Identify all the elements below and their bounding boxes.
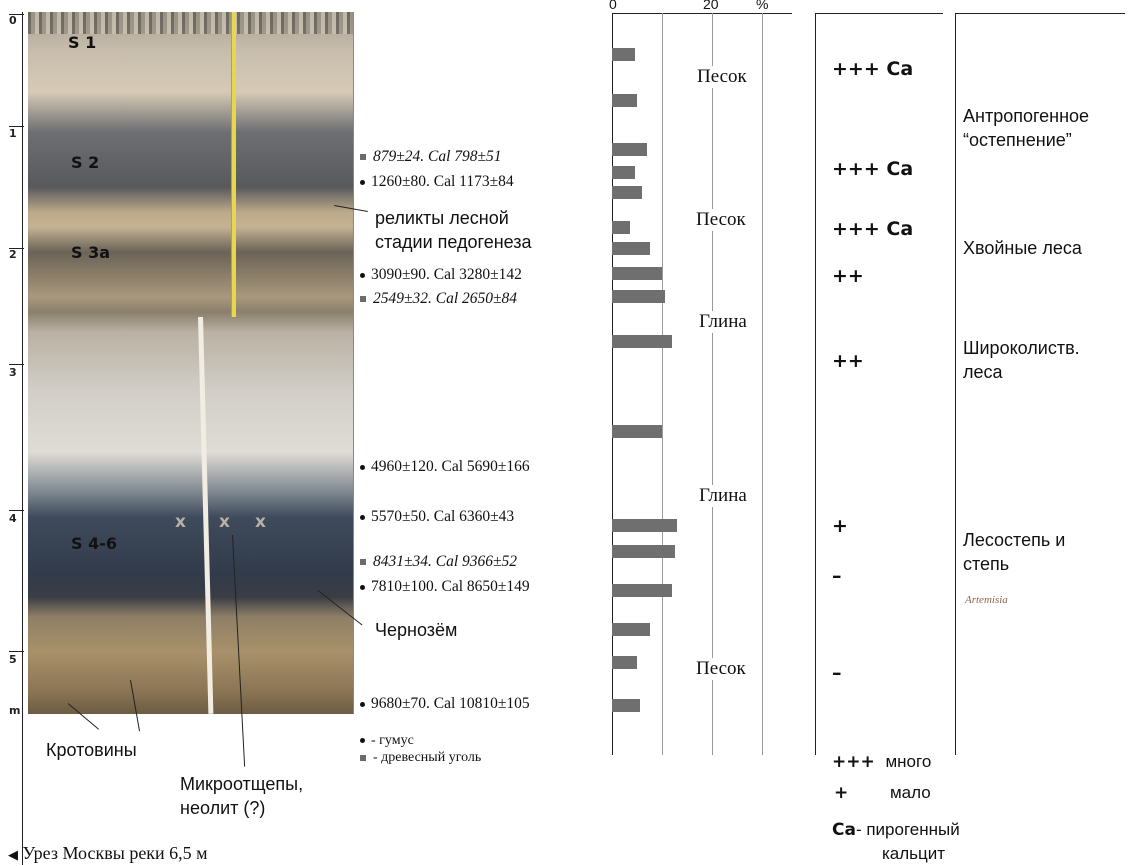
legend-calcite: Ca- пирогенный кальцит — [832, 820, 960, 863]
calcite-mark: +++ Ca — [832, 158, 914, 180]
texture-label-clay: Глина — [697, 485, 749, 507]
calcite-mark: + — [832, 515, 848, 537]
sample-x-mark: x — [175, 512, 186, 532]
depth-tick: 3 — [9, 366, 17, 379]
horizon-label-s2: S 2 — [71, 153, 100, 172]
microflakes-label: Микроотщепы, неолит (?) — [180, 774, 304, 818]
calcite-mark: ++ — [832, 265, 864, 287]
horizon-label-s4-6: S 4-6 — [71, 534, 117, 553]
calcite-mark: +++ Ca — [832, 218, 914, 240]
calcite-mark: – — [832, 662, 842, 684]
relict-annotation: реликты лесной стадии педогенеза — [375, 208, 532, 252]
legend-many: +++ много — [832, 752, 932, 772]
texture-bar — [612, 221, 630, 234]
axis-unit: % — [756, 0, 769, 12]
date-humus: 3090±90. Cal 3280±142 — [360, 266, 522, 284]
texture-label-sand: Песок — [695, 66, 749, 88]
depth-tick: 0 — [9, 14, 17, 27]
texture-bar — [612, 143, 647, 156]
texture-bar — [612, 584, 672, 597]
texture-bar — [612, 519, 677, 532]
date-humus: 4960±120. Cal 5690±166 — [360, 458, 530, 476]
date-humus: 5570±50. Cal 6360±43 — [360, 508, 514, 526]
vegetation-anthropogenic: Антропогенное “остепнение” — [963, 106, 1090, 150]
vegetation-coniferous: Хвойные леса — [963, 238, 1082, 258]
legend-few: + мало — [834, 783, 931, 803]
texture-bar — [612, 335, 672, 348]
date-charcoal: 8431±34. Cal 9366±52 — [360, 553, 517, 571]
date-charcoal: 879±24. Cal 798±51 — [360, 148, 502, 166]
date-humus: 7810±100. Cal 8650±149 — [360, 578, 530, 596]
texture-bar — [612, 699, 640, 712]
surface-vegetation — [28, 12, 353, 34]
texture-bar — [612, 94, 637, 107]
calcite-mark: ++ — [832, 350, 864, 372]
depth-axis: 0 1 2 3 4 5 m — [0, 0, 28, 865]
arrow-left-icon: ◀ — [8, 847, 18, 862]
texture-label-sand: Песок — [694, 209, 748, 231]
legend-humus: - гумус — [360, 733, 414, 749]
vegetation-broadleaf: Широколиств. леса — [963, 338, 1080, 382]
texture-bar — [612, 425, 662, 438]
texture-bar — [612, 545, 675, 558]
yellow-measuring-tape — [231, 12, 236, 317]
texture-bar — [612, 623, 650, 636]
white-measuring-rod — [198, 316, 214, 714]
sample-x-mark: x — [219, 512, 230, 532]
sample-x-mark: x — [255, 512, 266, 532]
date-humus: 1260±80. Cal 1173±84 — [360, 173, 514, 191]
horizon-label-s3a: S 3a — [71, 243, 111, 262]
chernozem-label: Чернозём — [375, 620, 458, 640]
calcite-mark: – — [832, 565, 842, 587]
depth-unit: m — [9, 704, 21, 717]
texture-bar — [612, 242, 650, 255]
artemisia-note: Artemisia — [965, 594, 1008, 606]
depth-tick: 1 — [9, 127, 17, 140]
depth-tick: 5 — [9, 653, 17, 666]
texture-bar — [612, 186, 642, 199]
axis-tick: 0 — [609, 0, 617, 12]
date-humus: 9680±70. Cal 10810±105 — [360, 695, 530, 713]
texture-bar — [612, 267, 662, 280]
depth-tick: 2 — [9, 248, 17, 261]
date-charcoal: 2549±32. Cal 2650±84 — [360, 290, 517, 308]
horizon-label-s1: S 1 — [68, 33, 97, 52]
river-level-note: ◀ Урез Москвы реки 6,5 м — [8, 843, 208, 863]
texture-bar — [612, 656, 637, 669]
axis-tick: 20 — [703, 0, 719, 12]
calcite-mark: +++ Ca — [832, 58, 914, 80]
texture-label-sand: Песок — [694, 658, 748, 680]
legend-charcoal: - древесный уголь — [360, 750, 481, 766]
texture-bar — [612, 48, 635, 61]
soil-profile-photo — [28, 12, 354, 714]
depth-tick: 4 — [9, 512, 17, 525]
texture-label-clay: Глина — [697, 311, 749, 333]
krotoviny-label: Кротовины — [46, 740, 137, 760]
texture-bar — [612, 290, 665, 303]
vegetation-forest-steppe: Лесостепь и степь — [963, 530, 1066, 574]
texture-bar — [612, 166, 635, 179]
